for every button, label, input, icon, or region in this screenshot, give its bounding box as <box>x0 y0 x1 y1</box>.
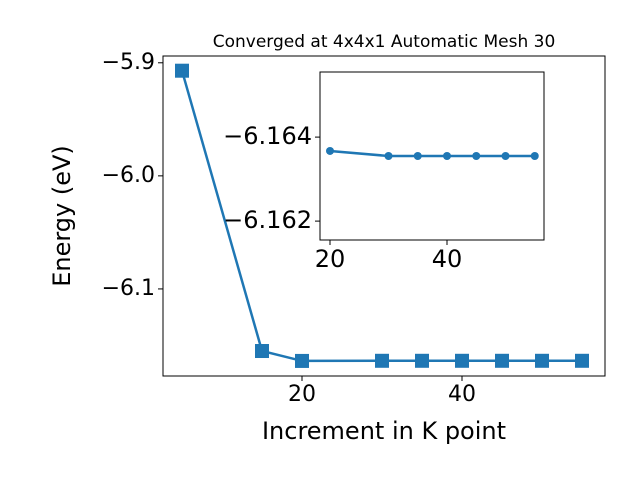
x-tick-label: 40 <box>432 245 463 273</box>
marker <box>501 152 510 160</box>
x-tick-label: 20 <box>288 382 316 407</box>
x-axis-label: Increment in K point <box>262 417 506 445</box>
marker <box>472 152 481 160</box>
x-tick-label: 40 <box>448 382 476 407</box>
y-tick-label: −5.9 <box>102 50 155 75</box>
x-tick-label: 20 <box>315 245 346 273</box>
marker <box>384 152 393 160</box>
marker <box>455 353 469 368</box>
y-tick-label: −6.162 <box>223 206 312 234</box>
y-tick-label: −6.1 <box>102 276 155 301</box>
y-tick-label: −6.0 <box>102 163 155 188</box>
marker <box>575 353 589 368</box>
marker <box>326 146 335 155</box>
marker <box>415 353 429 368</box>
marker <box>175 63 189 78</box>
y-axis-label: Energy (eV) <box>48 145 76 287</box>
marker <box>535 353 549 368</box>
marker <box>375 353 389 368</box>
marker <box>530 152 539 160</box>
chart-title: Converged at 4x4x1 Automatic Mesh 30 <box>213 32 556 52</box>
marker <box>443 152 452 160</box>
marker <box>295 353 309 368</box>
marker <box>495 353 509 368</box>
marker <box>413 152 422 160</box>
y-tick-label: −6.164 <box>223 122 312 150</box>
marker <box>255 344 269 359</box>
